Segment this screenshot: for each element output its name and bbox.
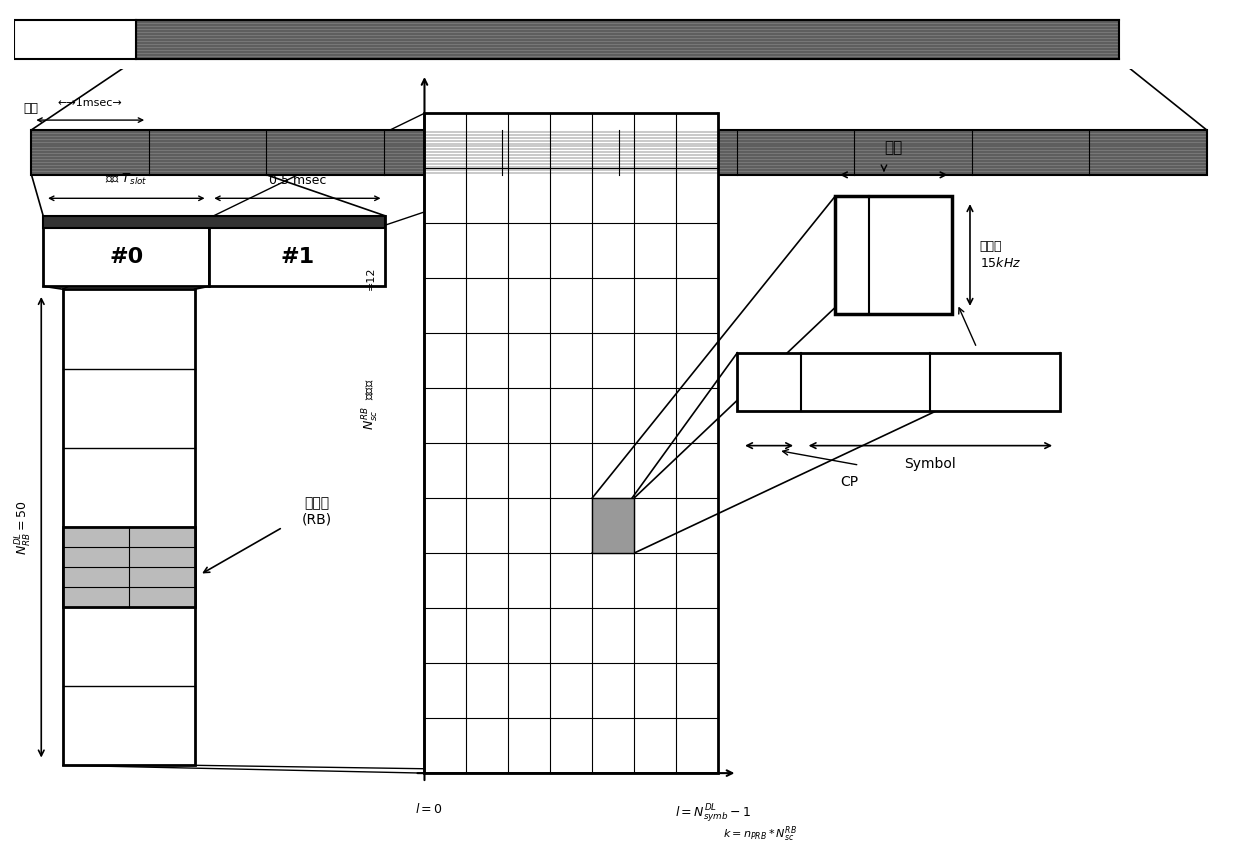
- Text: ←→1msec→: ←→1msec→: [58, 98, 123, 109]
- Bar: [43, 216, 386, 227]
- Bar: [591, 498, 634, 553]
- Text: =12: =12: [366, 266, 376, 290]
- Text: $l=0$: $l=0$: [415, 802, 444, 817]
- Text: CP: CP: [839, 475, 858, 489]
- Text: 时限 $T_{slot}$: 时限 $T_{slot}$: [105, 171, 148, 187]
- Text: $N_{RB}^{DL}=50$: $N_{RB}^{DL}=50$: [14, 500, 33, 555]
- Text: #1: #1: [280, 247, 315, 267]
- Bar: [424, 114, 718, 773]
- Text: 资源块
(RB): 资源块 (RB): [301, 496, 332, 527]
- Bar: [210, 216, 386, 287]
- Bar: [14, 3, 1226, 20]
- Bar: [63, 289, 195, 765]
- Text: 子帧: 子帧: [24, 103, 38, 115]
- Bar: [835, 197, 952, 314]
- Text: #0: #0: [109, 247, 144, 267]
- Text: 资源单元
$(k,l)$: 资源单元 $(k,l)$: [980, 367, 1009, 398]
- Bar: [14, 20, 136, 59]
- Text: $l=N_{symb}^{DL}-1$: $l=N_{symb}^{DL}-1$: [675, 802, 751, 824]
- Text: 0.5 msec: 0.5 msec: [269, 174, 326, 187]
- Text: 符号: 符号: [884, 140, 903, 155]
- Text: Symbol: Symbol: [904, 457, 956, 471]
- Text: 子载波
$15kHz$: 子载波 $15kHz$: [980, 240, 1021, 270]
- Bar: [136, 20, 1118, 59]
- Bar: [43, 216, 210, 287]
- Text: $k=n_{PRB}*N_{sc}^{RB}$: $k=n_{PRB}*N_{sc}^{RB}$: [723, 824, 797, 844]
- Bar: [738, 353, 1060, 411]
- Text: $N_{sc}^{RB}$  子载波: $N_{sc}^{RB}$ 子载波: [361, 378, 381, 430]
- Bar: [31, 130, 1207, 175]
- Bar: [63, 527, 195, 606]
- Bar: [14, 59, 1226, 70]
